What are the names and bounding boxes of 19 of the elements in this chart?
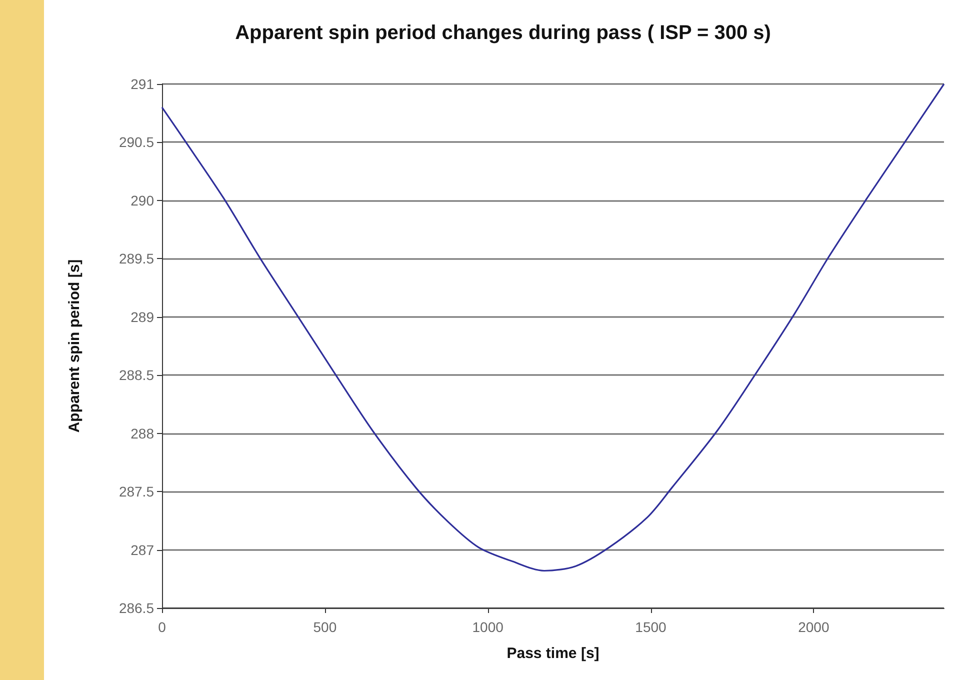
x-tick-label: 500 (313, 619, 337, 635)
x-tick-label: 1500 (635, 619, 667, 635)
line-series (161, 83, 945, 572)
y-tick-label: 286.5 (118, 600, 154, 616)
y-tick-label: 289 (130, 308, 154, 325)
y-tick-label: 290.5 (118, 134, 154, 150)
x-tick-label: 2000 (798, 619, 830, 635)
x-tick-label: 0 (158, 619, 166, 635)
y-tick-label: 291 (130, 76, 154, 92)
chart-title: Apparent spin period changes during pass ( ISP = 300 s) (235, 22, 771, 44)
y-tick-label: 288 (130, 425, 154, 442)
y-tick-label: 290 (130, 192, 154, 208)
x-axis-title: Pass time [s] (506, 645, 600, 662)
y-tick-label: 287.5 (118, 484, 154, 500)
x-tick-label: 1000 (472, 619, 504, 635)
y-tick-label: 287 (130, 542, 154, 558)
y-tick-label: 288.5 (118, 367, 154, 384)
y-axis-title: Apparent spin period [s] (66, 259, 83, 433)
y-tick-label: 289.5 (118, 250, 154, 267)
